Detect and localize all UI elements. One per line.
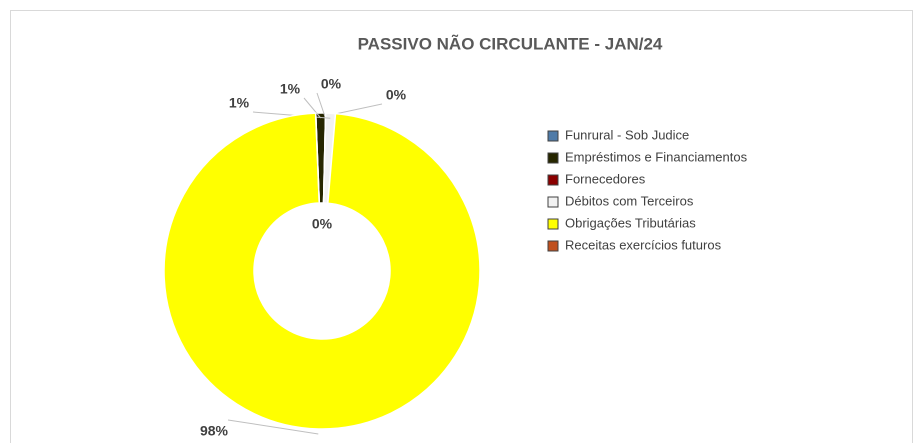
legend-label: Empréstimos e Financiamentos: [565, 149, 748, 164]
data-label: 98%: [200, 423, 229, 439]
leader-line: [227, 419, 319, 435]
donut-slice: [163, 112, 481, 430]
legend-label: Fornecedores: [565, 171, 646, 186]
leader-line: [316, 92, 326, 119]
chart-title: PASSIVO NÃO CIRCULANTE - JAN/24: [358, 33, 663, 53]
legend-swatch: [547, 152, 559, 164]
legend-label: Funrural - Sob Judice: [565, 127, 689, 142]
data-label: 1%: [229, 95, 250, 111]
data-label: 0%: [312, 216, 333, 232]
leader-line: [252, 111, 331, 119]
legend-swatch: [547, 130, 559, 142]
legend-label: Receitas exercícios futuros: [565, 237, 722, 252]
data-label: 0%: [386, 87, 407, 103]
legend-label: Débitos com Terceiros: [565, 193, 694, 208]
legend-swatch: [547, 218, 559, 230]
data-label: 1%: [280, 81, 301, 97]
legend-label: Obrigações Tributárias: [565, 215, 696, 230]
legend-swatch: [547, 240, 559, 252]
legend-swatch: [547, 196, 559, 208]
leader-line: [303, 97, 322, 119]
donut-slice: [314, 113, 321, 204]
legend-swatch: [547, 174, 559, 186]
data-label: 0%: [321, 76, 342, 92]
